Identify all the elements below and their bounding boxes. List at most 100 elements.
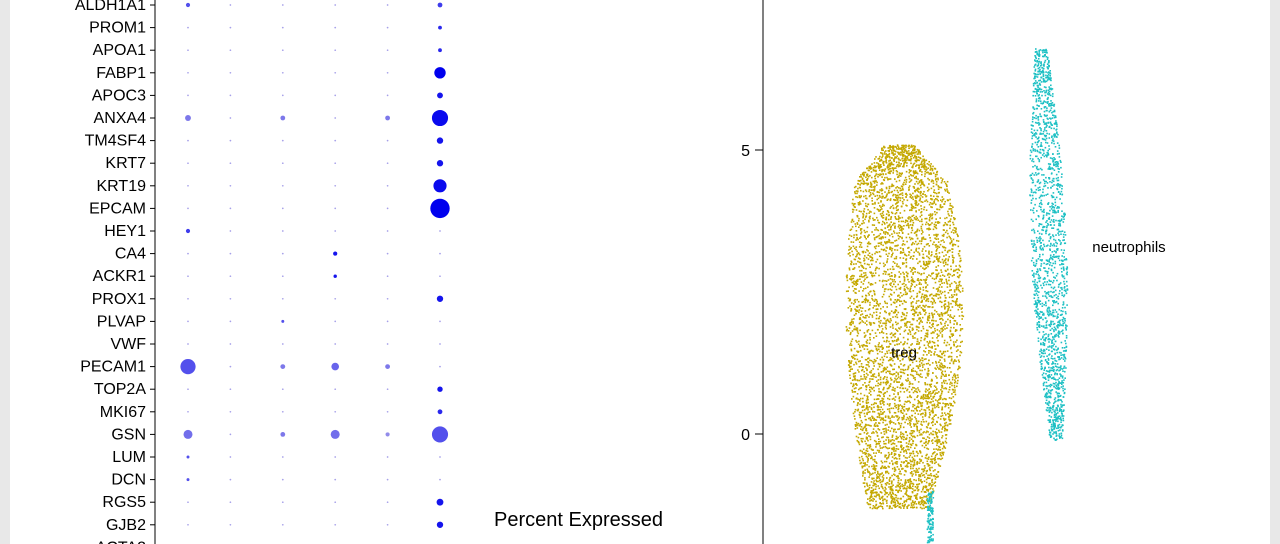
umap-point xyxy=(928,179,931,181)
umap-point xyxy=(894,387,896,390)
umap-point xyxy=(892,351,894,353)
umap-point xyxy=(895,288,898,291)
umap-point xyxy=(940,415,942,418)
umap-point xyxy=(933,482,936,484)
umap-point xyxy=(951,244,954,247)
umap-point xyxy=(893,504,896,507)
umap-point xyxy=(869,266,871,268)
umap-point xyxy=(921,444,924,447)
umap-point xyxy=(900,315,903,318)
umap-point xyxy=(892,504,895,507)
umap-point xyxy=(885,161,887,163)
umap-point xyxy=(892,168,895,171)
umap-point xyxy=(865,367,867,369)
umap-point xyxy=(916,396,918,398)
umap-point xyxy=(894,281,896,283)
umap-point xyxy=(890,364,893,367)
umap-point xyxy=(932,483,934,486)
umap-point xyxy=(929,384,932,387)
umap-point xyxy=(927,397,930,400)
umap-point xyxy=(854,418,856,420)
umap-point xyxy=(916,243,918,246)
umap-point xyxy=(873,182,876,184)
umap-point xyxy=(954,330,957,332)
umap-point xyxy=(928,183,930,185)
umap-point xyxy=(915,450,918,453)
umap-point xyxy=(939,364,941,366)
dot-mark xyxy=(185,2,191,8)
umap-point xyxy=(854,301,856,303)
umap-point xyxy=(911,209,913,212)
umap-point xyxy=(892,447,894,450)
umap-point xyxy=(876,409,879,411)
umap-point xyxy=(896,386,899,388)
dot-mark xyxy=(437,92,443,99)
umap-point xyxy=(904,183,907,185)
umap-point xyxy=(938,252,941,254)
umap-point xyxy=(949,402,951,405)
umap-point xyxy=(863,272,865,274)
umap-point xyxy=(883,288,886,290)
umap-point xyxy=(908,349,911,352)
umap-point xyxy=(904,149,906,152)
umap-point xyxy=(904,322,906,325)
umap-point xyxy=(898,423,901,425)
umap-point xyxy=(955,294,958,296)
umap-point xyxy=(858,340,860,343)
umap-point xyxy=(851,368,853,370)
dot-mark xyxy=(386,297,389,300)
umap-point xyxy=(884,322,886,325)
umap-point xyxy=(908,407,910,410)
umap-point xyxy=(957,376,959,379)
umap-point xyxy=(863,348,866,350)
umap-point xyxy=(912,165,914,167)
umap-point xyxy=(954,391,956,393)
umap-point xyxy=(850,279,853,281)
umap-point xyxy=(906,157,909,160)
umap-point xyxy=(849,248,852,250)
umap-point xyxy=(919,369,921,372)
umap-point xyxy=(883,419,885,421)
umap-point xyxy=(890,211,893,214)
umap-point xyxy=(940,377,942,379)
umap-point xyxy=(892,353,894,355)
umap-point xyxy=(938,457,941,460)
umap-point xyxy=(870,487,873,489)
dot-mark xyxy=(187,94,189,97)
umap-point xyxy=(917,203,920,205)
umap-point xyxy=(928,251,930,254)
umap-point xyxy=(888,462,891,465)
umap-point xyxy=(929,166,932,168)
umap-point xyxy=(940,177,942,179)
gene-label: GSN xyxy=(111,426,146,443)
umap-point xyxy=(888,164,890,166)
umap-point xyxy=(914,471,917,474)
umap-point xyxy=(873,468,875,470)
umap-point xyxy=(884,196,887,199)
umap-point xyxy=(850,276,852,278)
umap-point xyxy=(922,183,925,185)
umap-point xyxy=(960,259,962,262)
umap-point xyxy=(872,488,875,491)
umap-point xyxy=(950,289,952,291)
umap-point xyxy=(937,406,940,409)
umap-point xyxy=(897,406,900,408)
umap-point xyxy=(891,485,893,488)
umap-point xyxy=(938,431,941,433)
umap-point xyxy=(897,407,900,410)
umap-point xyxy=(930,395,932,397)
umap-point xyxy=(880,190,883,192)
umap-point xyxy=(925,485,928,488)
umap-point xyxy=(901,192,904,194)
umap-point xyxy=(912,405,914,408)
umap-point xyxy=(937,221,940,223)
umap-point xyxy=(898,381,901,383)
umap-point xyxy=(922,237,924,239)
umap-point xyxy=(959,324,961,326)
umap-point xyxy=(864,469,866,471)
umap-point xyxy=(945,258,947,260)
umap-point xyxy=(935,244,938,246)
dot-mark xyxy=(431,426,449,443)
dot-mark xyxy=(385,432,390,437)
umap-point xyxy=(889,352,892,354)
